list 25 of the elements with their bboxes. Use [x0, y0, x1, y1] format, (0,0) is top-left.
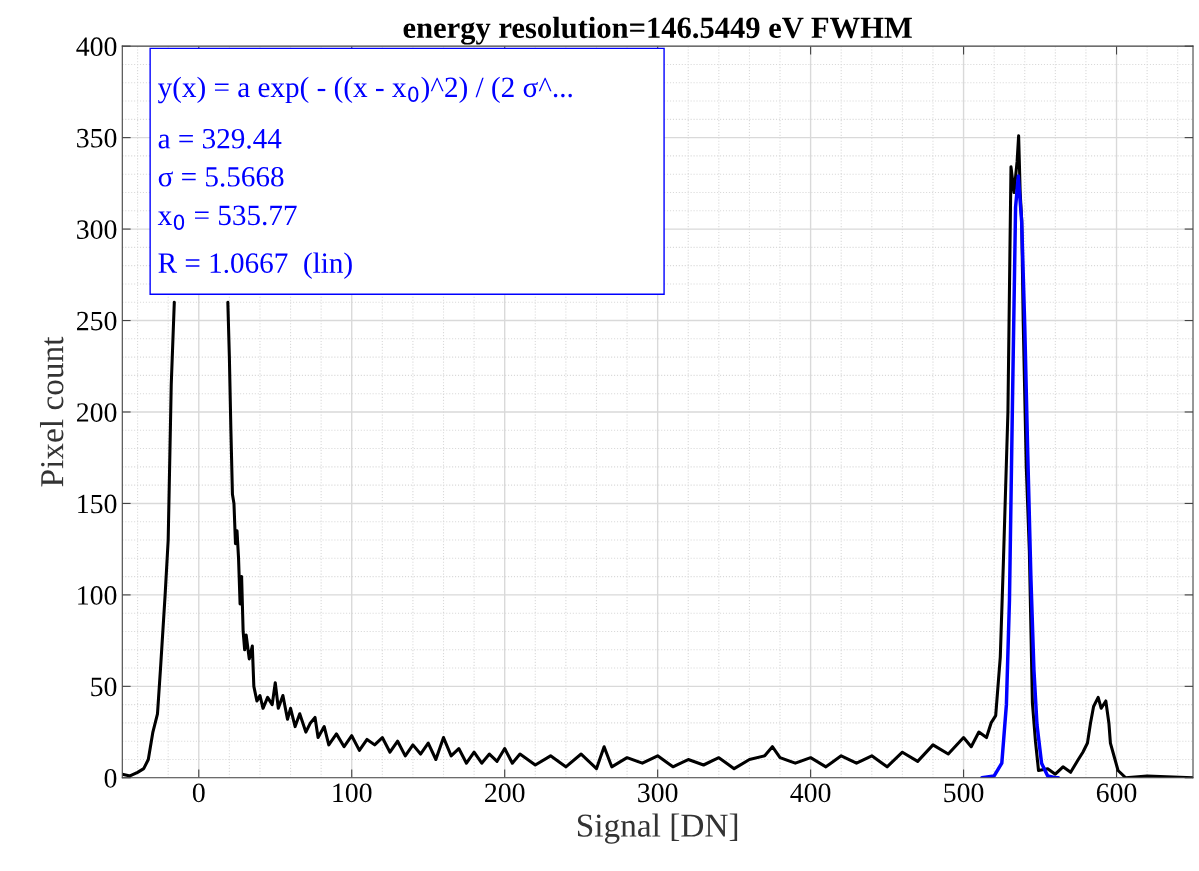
y-tick-label: 200	[76, 403, 117, 422]
y-tick-label: 50	[91, 677, 117, 697]
x-tick-label: 600	[1096, 783, 1137, 803]
annotation: R = 1.0667 (lin)	[158, 252, 352, 279]
y-tick-label: 300	[77, 220, 117, 239]
line-series	[980, 174, 1061, 778]
y-tick-label: 250	[76, 311, 117, 331]
y-tick-label: 0	[104, 768, 117, 788]
x-tick-label: 0	[192, 783, 205, 803]
x-axis-title: Signal [DN]	[577, 813, 738, 844]
annotation: a = 329.44	[158, 128, 282, 149]
y-tick-label: 350	[77, 128, 117, 148]
x-tick-label: 200	[485, 783, 525, 803]
x-tick-label: 100	[333, 783, 372, 803]
annotation: y(x) = a exp( - ((x - x$_{0}$)^2) / (2 σ^...	[157, 76, 572, 104]
annotation: x$_{0}$ = 535.77	[157, 205, 297, 230]
y-tick-label: 400	[76, 37, 117, 57]
x-tick-label: 300	[638, 783, 678, 803]
y-tick-label: 100	[78, 586, 117, 605]
chart-title: energy resolution=146.5449 eV FWHM	[403, 16, 912, 45]
x-tick-label: 400	[790, 783, 831, 803]
annotation: σ = 5.5668	[158, 166, 284, 187]
y-tick-label: 150	[78, 494, 117, 514]
y-axis-title: Pixel count	[39, 336, 64, 487]
x-tick-label: 500	[944, 783, 984, 803]
